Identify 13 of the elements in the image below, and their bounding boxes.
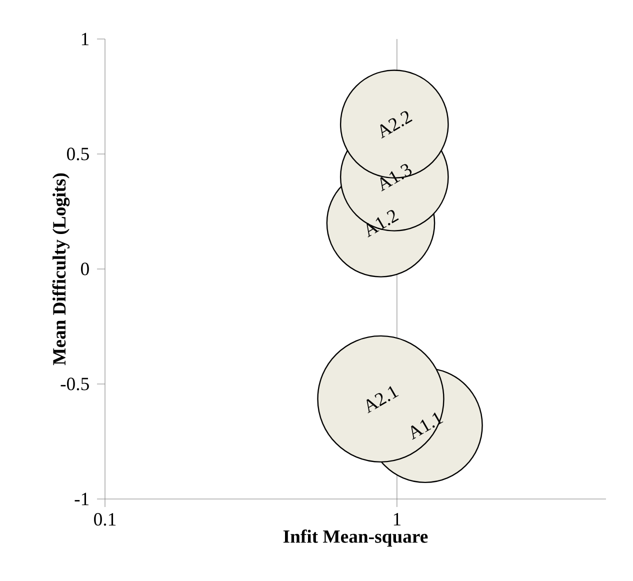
y-tick-label: -1	[74, 492, 89, 506]
y-tick-label: -0.5	[60, 378, 89, 390]
annotation: A2.2	[380, 111, 412, 138]
y-tick-label: 0	[81, 262, 89, 276]
y-tick-label: 0.5	[67, 148, 89, 160]
y-axis-title: Mean Difficulty (Logits)	[52, 173, 70, 366]
annotation: A1.2	[366, 210, 399, 238]
annotation: A2.1	[366, 386, 399, 414]
annotation: A1.1	[411, 412, 444, 440]
annotation: A1.3	[380, 164, 412, 192]
y-tick-label: 1	[82, 32, 89, 46]
x-axis-title: Infit Mean-square	[283, 530, 428, 547]
x-tick-label: 0.1	[94, 513, 116, 526]
